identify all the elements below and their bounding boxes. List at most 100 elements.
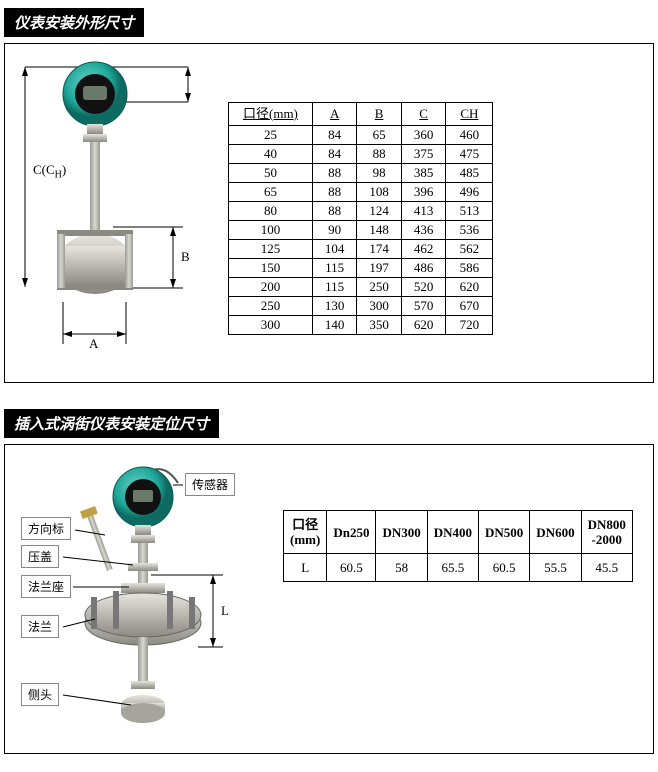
table2-cell: 45.5 [581, 554, 632, 582]
table1-cell: 88 [312, 164, 357, 183]
table1-cell: 25 [229, 126, 313, 145]
table1-cell: 436 [401, 221, 446, 240]
section1-diagram: C(CH) B A [13, 54, 208, 364]
table1-cell: 115 [312, 259, 357, 278]
table1-row: 8088124413513 [229, 202, 493, 221]
section2-title: 插入式涡街仪表安装定位尺寸 [4, 409, 219, 438]
table1-header: C [401, 103, 446, 126]
table1-cell: 720 [446, 316, 493, 335]
table1-cell: 396 [401, 183, 446, 202]
table1-cell: 115 [312, 278, 357, 297]
table1-cell: 375 [401, 145, 446, 164]
table1-cell: 125 [229, 240, 313, 259]
table1-header: 口径(mm) [229, 103, 313, 126]
section2-panel: 传感器 方向标 压盖 法兰座 法兰 侧头 L 口径 (mm)Dn250DN300… [4, 444, 654, 754]
table1-cell: 40 [229, 145, 313, 164]
section2-diagram: 传感器 方向标 压盖 法兰座 法兰 侧头 L [13, 455, 263, 735]
table1-row: 10090148436536 [229, 221, 493, 240]
table1-cell: 98 [357, 164, 402, 183]
table1-cell: 413 [401, 202, 446, 221]
table1-cell: 88 [312, 202, 357, 221]
dim-B-label: B [181, 249, 190, 265]
table1-cell: 586 [446, 259, 493, 278]
table1-cell: 104 [312, 240, 357, 259]
table2-cell: 58 [376, 554, 427, 582]
table2-cell: L [284, 554, 327, 582]
table2-header: DN600 [530, 511, 581, 554]
table1-cell: 90 [312, 221, 357, 240]
table2-header: Dn250 [327, 511, 376, 554]
table1-cell: 50 [229, 164, 313, 183]
table2-header: DN300 [376, 511, 427, 554]
table1-cell: 385 [401, 164, 446, 183]
table2-cell: 60.5 [479, 554, 530, 582]
table1-row: 258465360460 [229, 126, 493, 145]
table1-cell: 475 [446, 145, 493, 164]
table1-cell: 300 [229, 316, 313, 335]
table2-cell: 55.5 [530, 554, 581, 582]
table1-cell: 460 [446, 126, 493, 145]
table1-row: 508898385485 [229, 164, 493, 183]
anno-sensor: 传感器 [185, 473, 235, 496]
anno-side-head: 侧头 [21, 683, 59, 706]
table1-cell: 300 [357, 297, 402, 316]
table1-row: 408488375475 [229, 145, 493, 164]
table1-cell: 140 [312, 316, 357, 335]
table1-cell: 562 [446, 240, 493, 259]
table1-cell: 570 [401, 297, 446, 316]
table1-cell: 100 [229, 221, 313, 240]
table1-cell: 65 [357, 126, 402, 145]
section1-table: 口径(mm)ABCCH 2584653604604084883754755088… [228, 102, 493, 335]
table1-cell: 174 [357, 240, 402, 259]
table1-cell: 80 [229, 202, 313, 221]
table2-header: DN800 -2000 [581, 511, 632, 554]
anno-flange: 法兰 [21, 615, 59, 638]
table1-cell: 360 [401, 126, 446, 145]
table1-cell: 670 [446, 297, 493, 316]
table1-cell: 350 [357, 316, 402, 335]
table2-cell: 65.5 [427, 554, 478, 582]
table1-cell: 65 [229, 183, 313, 202]
table2-header: DN500 [479, 511, 530, 554]
table1-cell: 124 [357, 202, 402, 221]
table1-row: 200115250520620 [229, 278, 493, 297]
table1-row: 300140350620720 [229, 316, 493, 335]
anno-flange-seat: 法兰座 [21, 575, 71, 598]
dim-A-label: A [89, 336, 98, 352]
table1-header: CH [446, 103, 493, 126]
table1-cell: 620 [446, 278, 493, 297]
table1-cell: 462 [401, 240, 446, 259]
table1-row: 250130300570670 [229, 297, 493, 316]
section1-title: 仪表安装外形尺寸 [4, 8, 144, 37]
section1-panel: C(CH) B A 口径(mm)ABCCH 258465360460408488… [4, 43, 654, 383]
table1-cell: 250 [229, 297, 313, 316]
table1-cell: 486 [401, 259, 446, 278]
table1-cell: 250 [357, 278, 402, 297]
table1-row: 6588108396496 [229, 183, 493, 202]
table1-cell: 88 [357, 145, 402, 164]
table2-header: 口径 (mm) [284, 511, 327, 554]
table1-cell: 84 [312, 126, 357, 145]
table1-cell: 520 [401, 278, 446, 297]
table1-cell: 84 [312, 145, 357, 164]
anno-cover: 压盖 [21, 545, 59, 568]
section2-table: 口径 (mm)Dn250DN300DN400DN500DN600DN800 -2… [283, 510, 633, 582]
table1-cell: 536 [446, 221, 493, 240]
table1-row: 150115197486586 [229, 259, 493, 278]
dim-L-label: L [221, 603, 229, 619]
table1-cell: 150 [229, 259, 313, 278]
table1-header: A [312, 103, 357, 126]
table1-cell: 485 [446, 164, 493, 183]
table2-cell: 60.5 [327, 554, 376, 582]
table1-cell: 513 [446, 202, 493, 221]
table1-cell: 200 [229, 278, 313, 297]
table1-cell: 496 [446, 183, 493, 202]
table1-row: 125104174462562 [229, 240, 493, 259]
dim-C-label: C(CH) [33, 162, 66, 181]
table1-cell: 88 [312, 183, 357, 202]
table2-header: DN400 [427, 511, 478, 554]
table1-cell: 197 [357, 259, 402, 278]
table1-cell: 148 [357, 221, 402, 240]
table1-cell: 108 [357, 183, 402, 202]
anno-direction: 方向标 [21, 517, 71, 540]
